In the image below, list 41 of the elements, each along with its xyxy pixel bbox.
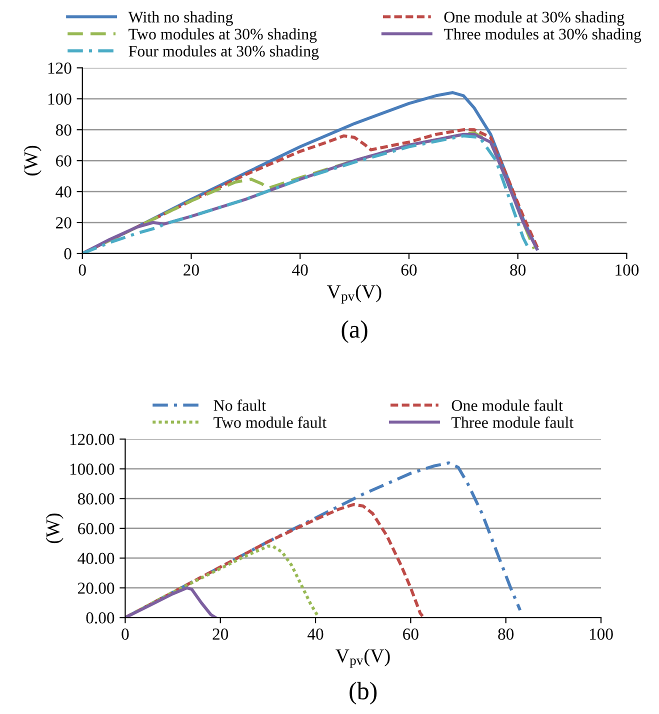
text: (a) bbox=[342, 320, 368, 343]
legend-label: With no shading bbox=[128, 11, 233, 26]
x-tick-label: 80 bbox=[510, 264, 526, 276]
x-tick-label: 60 bbox=[401, 264, 417, 276]
y-axis-title: (W) bbox=[24, 146, 42, 176]
y-tick-label: 60 bbox=[56, 155, 72, 167]
x-axis-title: V$_{pv}$(V) bbox=[336, 648, 390, 668]
legend-label: Two module fault bbox=[214, 416, 327, 428]
y-axis-title: (W) bbox=[46, 514, 64, 544]
legend-label: No fault bbox=[214, 400, 266, 411]
x-tick-label: 60 bbox=[403, 628, 418, 640]
x-tick-label: 40 bbox=[308, 628, 324, 640]
legend-label: Four modules at 30% shading bbox=[128, 45, 319, 60]
y-tick-label: 60.00 bbox=[78, 523, 114, 534]
text: (b) bbox=[350, 682, 377, 705]
x-tick-label: 0 bbox=[122, 628, 129, 640]
y-tick-label: 40.00 bbox=[78, 552, 114, 564]
y-tick-label: 20.00 bbox=[78, 582, 114, 594]
y-tick-label: 100 bbox=[48, 93, 72, 105]
y-tick-label: 120 bbox=[48, 62, 72, 74]
y-tick-label: 0.00 bbox=[86, 612, 114, 624]
x-axis-title: V$_{pv}$(V) bbox=[327, 284, 382, 304]
y-tick-label: 100.00 bbox=[70, 464, 114, 475]
x-tick-label: 40 bbox=[292, 264, 308, 276]
y-tick-label: 80 bbox=[56, 124, 72, 136]
x-tick-label: 20 bbox=[184, 264, 199, 276]
x-tick-label: 80 bbox=[498, 628, 514, 640]
y-tick-label: 20 bbox=[56, 217, 72, 228]
x-tick-label: 100 bbox=[590, 628, 613, 640]
line-series bbox=[125, 586, 218, 618]
x-tick-label: 100 bbox=[616, 264, 639, 276]
y-tick-label: 120.00 bbox=[70, 434, 114, 446]
y-tick-label: 80.00 bbox=[78, 493, 114, 505]
legend-label: Three module fault bbox=[451, 416, 574, 428]
legend-label: One module at 30% shading bbox=[444, 11, 624, 26]
x-tick-label: 20 bbox=[212, 628, 228, 640]
legend-label: Two modules at 30% shading bbox=[128, 28, 317, 43]
y-tick-label: 0 bbox=[64, 248, 72, 260]
y-tick-label: 40 bbox=[56, 186, 72, 198]
legend-label: Three modules at 30% shading bbox=[444, 28, 642, 43]
legend-label: One module fault bbox=[452, 400, 563, 411]
